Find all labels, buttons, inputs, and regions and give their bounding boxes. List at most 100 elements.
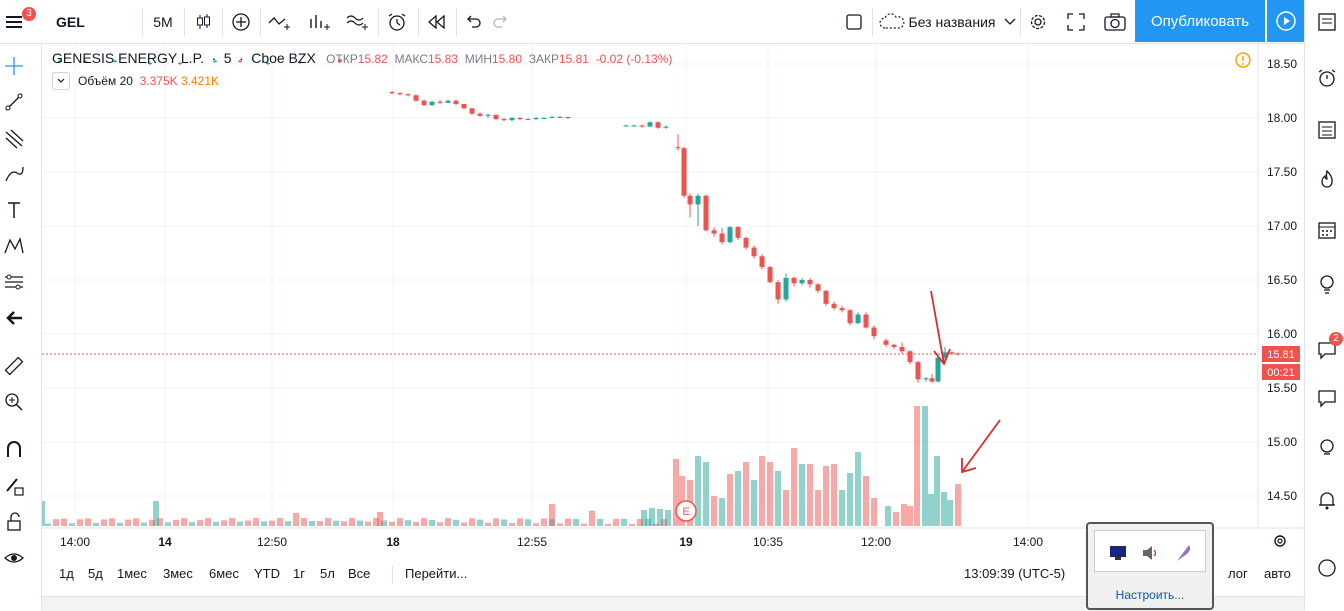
volume-bar bbox=[389, 521, 395, 526]
clock[interactable]: 13:09:39 (UTC-5) bbox=[964, 566, 1066, 581]
streams-button[interactable] bbox=[1313, 434, 1341, 462]
snapshot-button[interactable] bbox=[1100, 0, 1130, 44]
candle bbox=[298, 61, 302, 63]
range-ytd[interactable]: YTD bbox=[254, 566, 280, 581]
brush-tool[interactable] bbox=[0, 160, 28, 188]
replay-button[interactable] bbox=[422, 0, 452, 44]
range-1y[interactable]: 1г bbox=[293, 566, 305, 581]
chart-settings-icon[interactable] bbox=[1274, 535, 1286, 547]
tray-customize-link[interactable]: Настроить... bbox=[1115, 588, 1185, 602]
compare-button[interactable] bbox=[264, 0, 296, 44]
text-tool[interactable] bbox=[0, 196, 28, 224]
magnet-icon bbox=[7, 441, 21, 457]
volume-bar bbox=[831, 464, 837, 526]
measure-tool[interactable] bbox=[0, 352, 28, 380]
range-1d[interactable]: 1д bbox=[59, 566, 74, 581]
alarm-clock-icon bbox=[388, 13, 406, 31]
volume-bar bbox=[125, 519, 131, 526]
display-icon[interactable] bbox=[1109, 545, 1127, 561]
symbol-name[interactable]: GENESIS ENERGY L.P. bbox=[52, 50, 204, 66]
range-3m[interactable]: 3мес bbox=[163, 566, 193, 581]
candle bbox=[83, 60, 87, 62]
countdown-label: 00:21 bbox=[1267, 367, 1295, 379]
bottom-panel bbox=[42, 596, 1304, 611]
speaker-icon[interactable] bbox=[1141, 545, 1159, 561]
settings-button[interactable] bbox=[1024, 0, 1052, 44]
range-1m[interactable]: 1мес bbox=[117, 566, 147, 581]
trendline-tool[interactable] bbox=[0, 88, 28, 116]
volume-legend: Объём 20 3.375K 3.421K bbox=[52, 72, 219, 90]
close-label: ЗАКР bbox=[528, 52, 559, 66]
warning-icon[interactable] bbox=[1235, 52, 1251, 68]
hide-drawings-tool[interactable] bbox=[0, 544, 28, 572]
hide-toolbar-button[interactable] bbox=[0, 304, 28, 332]
volume-bar bbox=[229, 518, 235, 526]
hotlists-button[interactable] bbox=[1313, 166, 1341, 194]
volume-bar bbox=[885, 506, 891, 526]
eye-icon bbox=[4, 553, 24, 563]
volume-bar bbox=[477, 519, 483, 526]
help-button[interactable] bbox=[1313, 554, 1341, 582]
menu-button[interactable] bbox=[0, 0, 28, 44]
volume-bar bbox=[157, 518, 163, 526]
alerts-panel-button[interactable] bbox=[1313, 64, 1341, 92]
magnet-tool[interactable] bbox=[0, 436, 28, 464]
pattern-tool[interactable] bbox=[0, 232, 28, 260]
range-5d[interactable]: 5д bbox=[88, 566, 103, 581]
price-tick-label: 17.00 bbox=[1267, 219, 1297, 233]
range-all[interactable]: Все bbox=[348, 566, 371, 581]
fire-icon bbox=[1321, 169, 1333, 188]
interval-button[interactable]: 5М bbox=[153, 14, 173, 30]
zoom-tool[interactable] bbox=[0, 388, 28, 416]
volume-bar bbox=[39, 501, 45, 526]
chart-type-button[interactable] bbox=[188, 0, 218, 44]
low-value: 15.80 bbox=[492, 52, 523, 66]
ideas-button[interactable] bbox=[1313, 270, 1341, 298]
candle bbox=[485, 114, 491, 116]
prediction-tool[interactable] bbox=[0, 268, 28, 296]
volume-bar bbox=[405, 520, 411, 526]
tray-icons bbox=[1094, 530, 1206, 572]
feather-icon[interactable] bbox=[1175, 543, 1193, 563]
calendar-button[interactable] bbox=[1313, 216, 1341, 244]
zoom-in-icon bbox=[5, 393, 23, 411]
price-axis[interactable]: 18.50 18.00 17.50 17.00 16.50 16.00 15.50 15.00… bbox=[1267, 57, 1297, 503]
strategies-button[interactable] bbox=[342, 0, 374, 44]
top-toolbar: 3 GEL 5М Без названия bbox=[0, 0, 1344, 44]
redo-button[interactable] bbox=[488, 0, 514, 44]
volume-bar bbox=[557, 523, 563, 526]
indicators-button[interactable] bbox=[304, 0, 336, 44]
collapse-legend-button[interactable] bbox=[52, 72, 70, 90]
expand-icon bbox=[1067, 13, 1085, 31]
earnings-marker[interactable] bbox=[675, 500, 697, 522]
time-axis[interactable]: 14:00 14 12:50 18 12:55 19 10:35 12:00 14:00 bbox=[60, 535, 1043, 549]
draw-mode-tool[interactable] bbox=[0, 472, 28, 500]
range-5y[interactable]: 5л bbox=[320, 566, 335, 581]
publish-button[interactable]: Опубликовать bbox=[1135, 0, 1265, 42]
undo-button[interactable] bbox=[460, 0, 486, 44]
play-button[interactable] bbox=[1266, 0, 1305, 42]
candle bbox=[429, 101, 435, 106]
indicators-add-button[interactable] bbox=[226, 0, 256, 44]
messages-button[interactable] bbox=[1313, 384, 1341, 412]
layout-name-button[interactable]: Без названия bbox=[878, 0, 1018, 44]
fib-tool[interactable] bbox=[0, 124, 28, 152]
open-label: ОТКР bbox=[326, 52, 358, 66]
fullscreen-layout-button[interactable] bbox=[840, 0, 868, 44]
redo-icon bbox=[493, 15, 507, 28]
range-6m[interactable]: 6мес bbox=[209, 566, 239, 581]
fullscreen-button[interactable] bbox=[1062, 0, 1090, 44]
symbol-search[interactable]: GEL bbox=[56, 14, 85, 30]
crosshair-tool[interactable] bbox=[0, 52, 28, 80]
notifications-button[interactable] bbox=[1313, 486, 1341, 514]
auto-toggle[interactable]: авто bbox=[1264, 566, 1291, 581]
lock-drawings-tool[interactable] bbox=[0, 508, 28, 536]
watchlist-button[interactable] bbox=[1313, 8, 1341, 36]
chevron-down-icon bbox=[1005, 18, 1016, 25]
volume-bar bbox=[413, 521, 419, 526]
goto-date-button[interactable]: Перейти... bbox=[405, 566, 468, 581]
alert-button[interactable] bbox=[382, 0, 414, 44]
data-window-button[interactable] bbox=[1313, 116, 1341, 144]
log-toggle[interactable]: лог bbox=[1228, 566, 1248, 581]
